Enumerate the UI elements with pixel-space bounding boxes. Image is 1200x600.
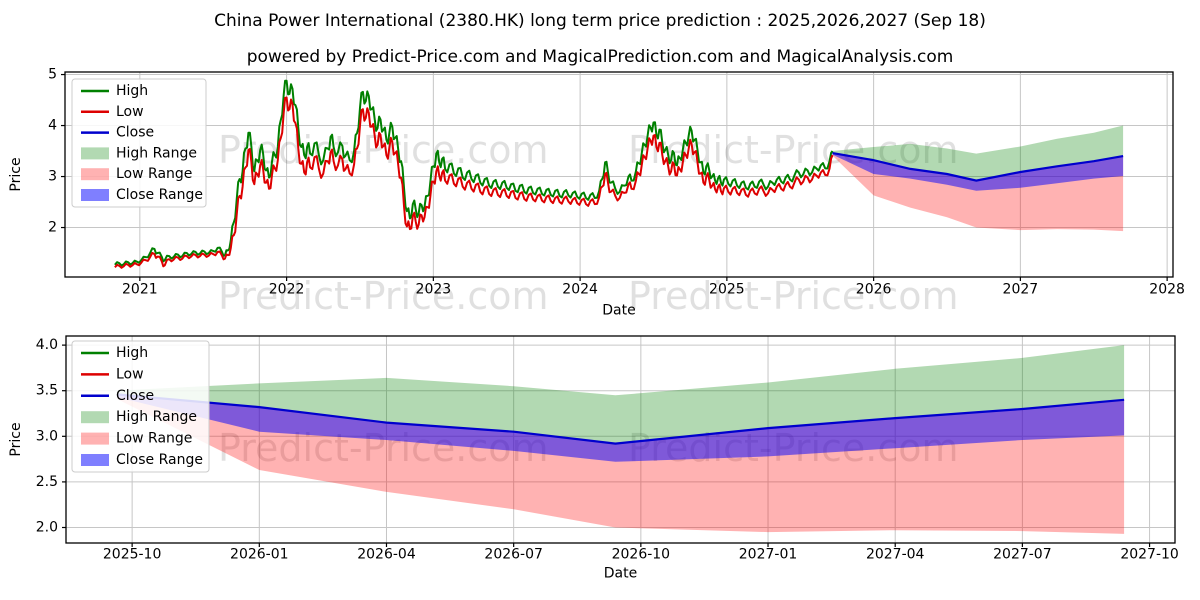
legend-label: Close Range (116, 187, 203, 203)
y-tick-label: 4 (48, 118, 57, 134)
y-tick-label: 2 (48, 220, 57, 236)
y-tick-label: 3 (48, 169, 57, 185)
close-line (832, 152, 1124, 182)
legend-swatch-close-range (81, 189, 109, 201)
x-tick-label: 2024 (562, 282, 598, 298)
legend-swatch-high-range (81, 411, 109, 424)
x-tick-label: 2026 (856, 282, 892, 298)
low-line (114, 96, 834, 269)
plot-frame (64, 71, 1174, 278)
high-line (114, 79, 834, 267)
watermark-text: Predict-Price.com (628, 274, 959, 318)
x-tick-label: 2025-10 (103, 547, 162, 563)
forecast-zoom-chart: Predict-Price.comPredict-Price.com2025-1… (8, 335, 1179, 582)
legend-label: Close (116, 388, 154, 404)
x-tick-label: 2027-07 (993, 547, 1052, 563)
x-tick-label: 2026-01 (230, 547, 289, 563)
x-tick-label: 2028 (1149, 282, 1185, 298)
y-tick-label: 3.5 (36, 383, 58, 399)
legend-swatch-high-range (81, 147, 109, 160)
x-tick-label: 2027-04 (866, 547, 925, 563)
legend-label: Low Range (116, 431, 192, 447)
chart-title: China Power International (2380.HK) long… (214, 11, 986, 31)
x-axis-label: Date (602, 303, 635, 319)
legend-label: High Range (116, 409, 197, 425)
legend-label: Low Range (116, 166, 192, 182)
close-range-area (116, 394, 1125, 462)
x-tick-label: 2027 (1003, 282, 1039, 298)
x-axis-label: Date (604, 566, 637, 582)
y-tick-label: 5 (48, 67, 57, 83)
x-tick-label: 2023 (416, 282, 452, 298)
chart-subtitle: powered by Predict-Price.com and Magical… (246, 47, 954, 67)
watermark-text: Predict-Price.com (218, 274, 549, 318)
legend-swatch-low-range (81, 168, 109, 181)
y-tick-label: 3.0 (36, 428, 58, 444)
history-chart: Predict-Price.com Predict-Price.com Predic… (8, 67, 1185, 319)
close-line (116, 393, 1125, 445)
x-tick-label: 2026-10 (612, 547, 671, 563)
y-tick-label: 4.0 (36, 337, 58, 353)
legend-swatch-close-range (81, 454, 109, 466)
x-tick-label: 2027-01 (739, 547, 798, 563)
legend-label: High (116, 345, 148, 361)
x-tick-label: 2022 (269, 282, 305, 298)
legend-label: High Range (116, 145, 197, 161)
legend-swatch-low-range (81, 432, 109, 445)
legend-label: Close Range (116, 452, 203, 468)
x-tick-label: 2027-10 (1120, 547, 1179, 563)
y-axis-label: Price (8, 157, 24, 191)
watermark-text: Predict-Price.com (218, 128, 549, 172)
y-axis-label: Price (8, 422, 24, 456)
y-tick-label: 2.0 (36, 519, 58, 535)
legend-label: Low (116, 366, 144, 382)
legend-label: Low (116, 104, 144, 120)
plot-frame (65, 335, 1176, 544)
x-tick-label: 2026-07 (484, 547, 543, 563)
x-tick-label: 2025 (709, 282, 745, 298)
close-range-area (832, 153, 1124, 191)
x-tick-label: 2021 (122, 282, 158, 298)
x-tick-label: 2026-04 (357, 547, 416, 563)
legend-label: Close (116, 125, 154, 141)
legend-label: High (116, 83, 148, 99)
y-tick-label: 2.5 (36, 474, 58, 490)
